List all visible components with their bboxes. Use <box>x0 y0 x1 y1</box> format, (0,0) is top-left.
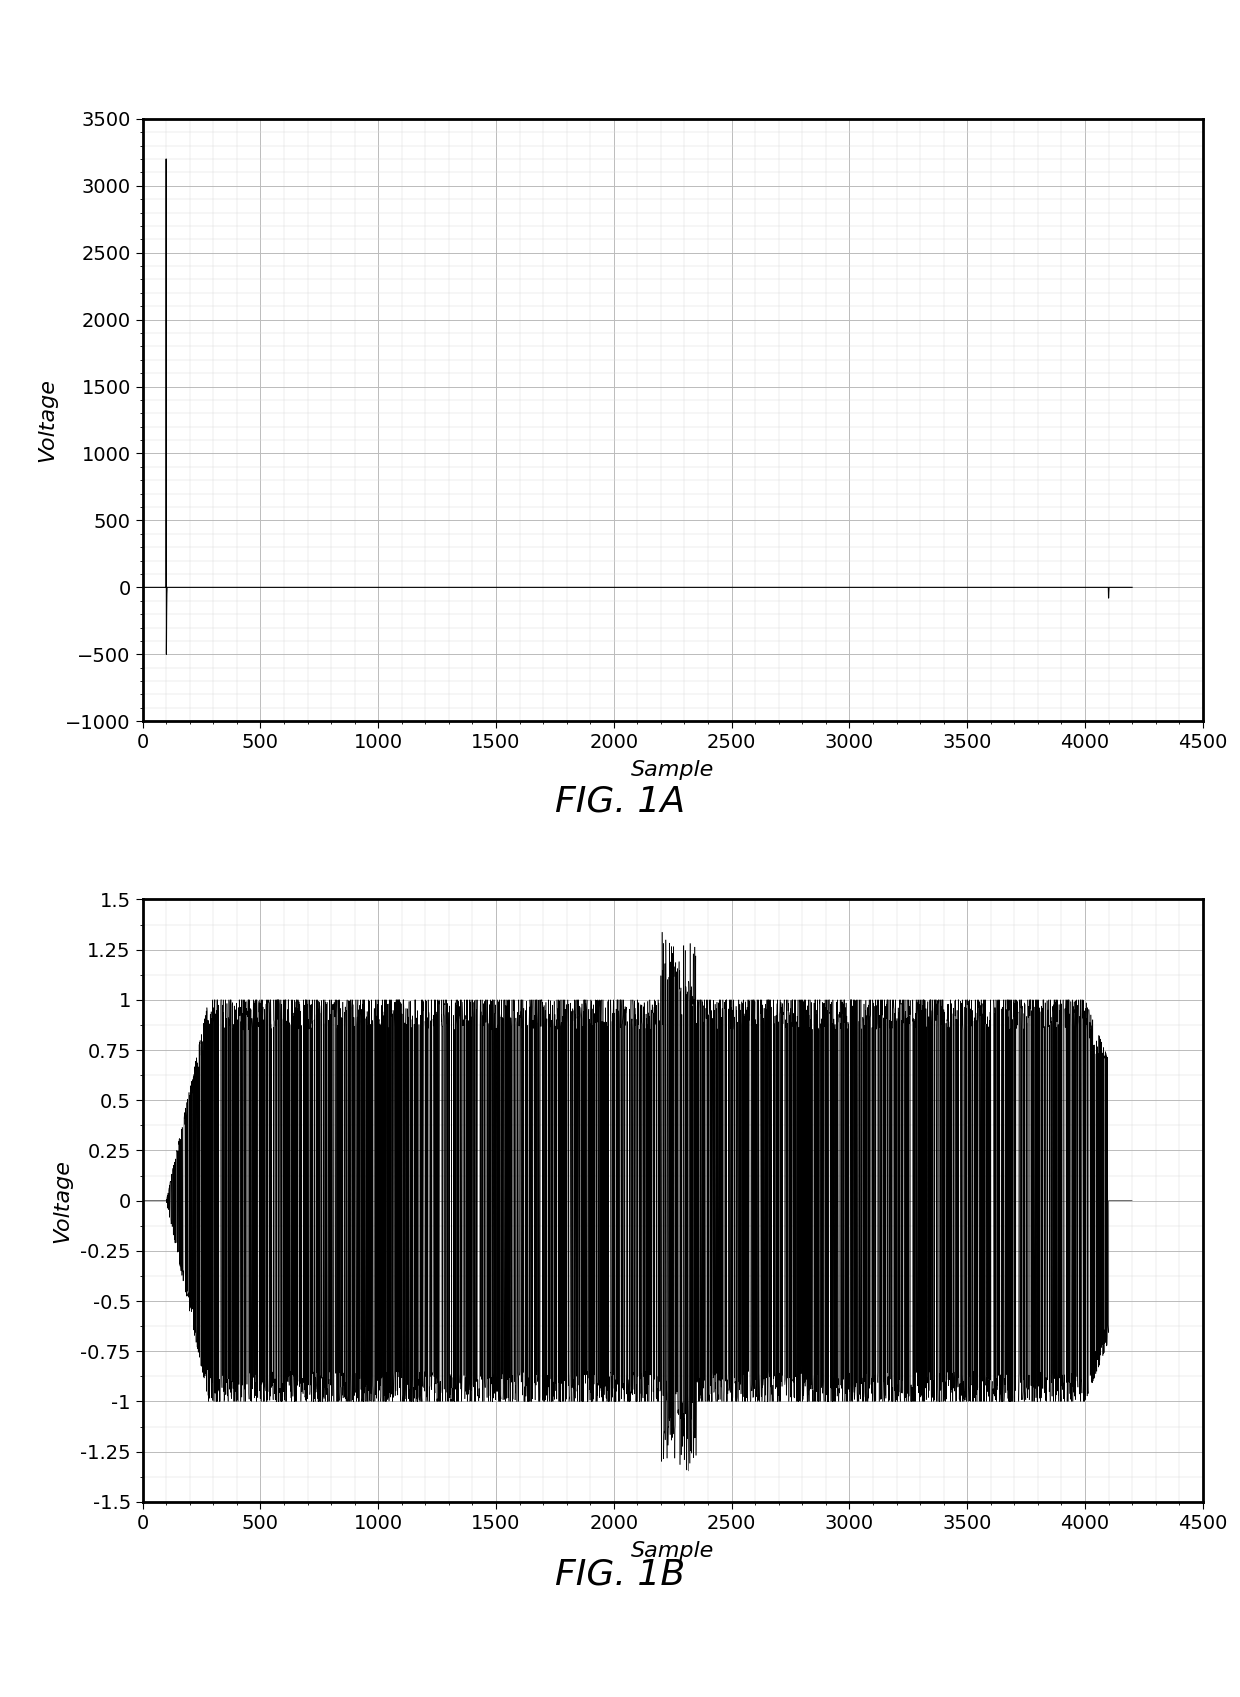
Text: FIG. 1A: FIG. 1A <box>556 784 684 818</box>
Text: FIG. 1B: FIG. 1B <box>556 1558 684 1592</box>
Y-axis label: Voltage: Voltage <box>37 378 57 462</box>
X-axis label: Sample: Sample <box>631 1541 714 1561</box>
Y-axis label: Voltage: Voltage <box>52 1159 72 1242</box>
X-axis label: Sample: Sample <box>631 760 714 781</box>
